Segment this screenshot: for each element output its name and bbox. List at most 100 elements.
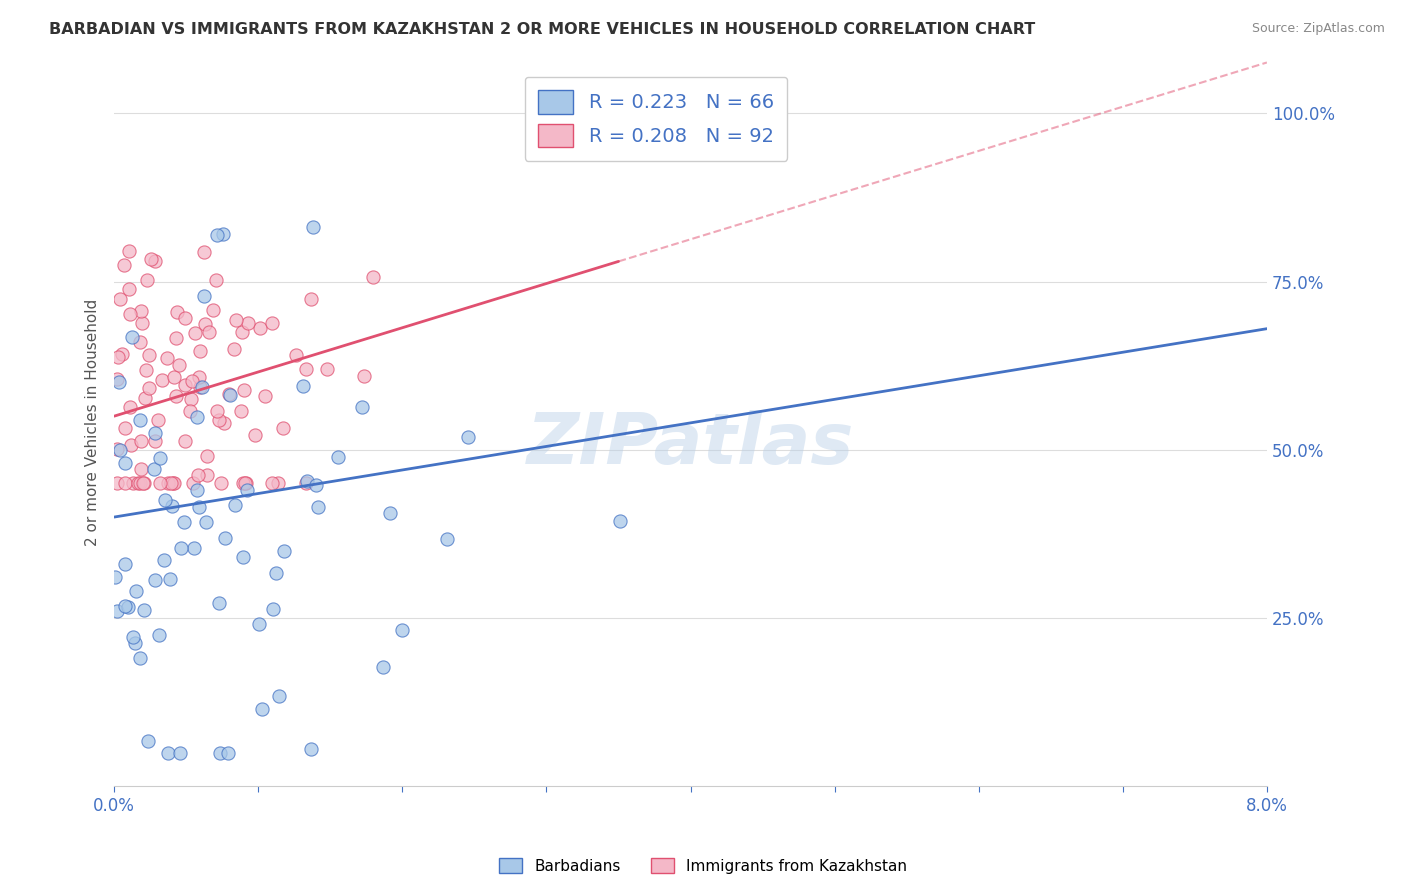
Point <box>134 391 156 405</box>
Point <box>233 383 256 397</box>
Point <box>145 254 167 268</box>
Point <box>190 343 212 358</box>
Point <box>181 476 204 491</box>
Point <box>378 506 401 520</box>
Point <box>105 604 128 618</box>
Point <box>118 282 141 296</box>
Point <box>243 428 266 442</box>
Point <box>260 476 283 491</box>
Text: Source: ZipAtlas.com: Source: ZipAtlas.com <box>1251 22 1385 36</box>
Point <box>271 420 294 434</box>
Point <box>457 430 479 444</box>
Point <box>235 476 257 491</box>
Point <box>236 316 259 330</box>
Point <box>328 450 350 465</box>
Point <box>180 375 202 389</box>
Point <box>353 368 375 383</box>
Legend: Barbadians, Immigrants from Kazakhstan: Barbadians, Immigrants from Kazakhstan <box>492 852 914 880</box>
Point <box>249 321 271 335</box>
Legend: R = 0.223   N = 66, R = 0.208   N = 92: R = 0.223 N = 66, R = 0.208 N = 92 <box>524 77 787 161</box>
Point <box>128 335 150 350</box>
Point <box>170 541 193 555</box>
Point <box>108 376 131 390</box>
Point <box>173 310 195 325</box>
Point <box>169 746 191 760</box>
Point <box>150 373 173 387</box>
Point <box>190 379 212 393</box>
Point <box>111 347 134 361</box>
Point <box>149 476 172 491</box>
Point <box>205 273 228 287</box>
Point <box>187 468 209 483</box>
Point <box>163 369 186 384</box>
Point <box>188 369 211 384</box>
Point <box>138 381 160 395</box>
Point <box>131 316 153 330</box>
Point <box>361 270 384 285</box>
Point <box>107 476 129 491</box>
Point <box>197 325 219 339</box>
Point <box>114 421 136 435</box>
Point <box>127 476 149 491</box>
Point <box>146 413 169 427</box>
Point <box>132 476 155 491</box>
Point <box>316 362 339 376</box>
Point <box>108 442 131 457</box>
Point <box>156 476 179 491</box>
Point <box>167 359 190 373</box>
Point <box>138 348 160 362</box>
Point <box>299 293 322 307</box>
Point <box>352 401 374 415</box>
Point <box>149 450 172 465</box>
Point <box>165 330 187 344</box>
Point <box>208 596 231 610</box>
Point <box>132 476 155 491</box>
Point <box>201 302 224 317</box>
Point <box>136 273 159 287</box>
Point <box>110 292 132 306</box>
Point <box>114 599 136 613</box>
Point <box>193 245 215 260</box>
Point <box>436 532 458 546</box>
Point <box>391 623 413 637</box>
Point <box>194 515 217 529</box>
Point <box>267 476 290 491</box>
Point <box>129 476 152 491</box>
Point <box>191 379 214 393</box>
Point <box>299 742 322 756</box>
Point <box>231 404 253 418</box>
Point <box>160 476 183 491</box>
Point <box>166 389 188 403</box>
Text: ZIPatlas: ZIPatlas <box>527 410 855 479</box>
Point <box>609 514 631 528</box>
Point <box>232 476 254 491</box>
Point <box>114 476 136 491</box>
Point <box>124 584 146 599</box>
Point <box>124 635 146 649</box>
Point <box>205 228 228 243</box>
Point <box>163 476 186 491</box>
Point <box>105 442 128 456</box>
Point <box>129 434 152 448</box>
Point <box>118 307 141 321</box>
Point <box>217 746 239 760</box>
Point <box>153 553 176 567</box>
Point <box>195 450 218 464</box>
Point <box>307 500 329 514</box>
Point <box>273 544 295 558</box>
Point <box>148 628 170 642</box>
Point <box>156 351 179 366</box>
Point <box>129 461 152 475</box>
Point <box>179 404 201 418</box>
Point <box>128 651 150 665</box>
Point <box>285 347 308 361</box>
Point <box>122 630 145 644</box>
Point <box>132 603 155 617</box>
Point <box>291 378 314 392</box>
Point <box>159 573 181 587</box>
Point <box>184 326 207 341</box>
Point <box>173 434 195 448</box>
Point <box>205 404 228 418</box>
Point <box>250 702 273 716</box>
Point <box>143 573 166 587</box>
